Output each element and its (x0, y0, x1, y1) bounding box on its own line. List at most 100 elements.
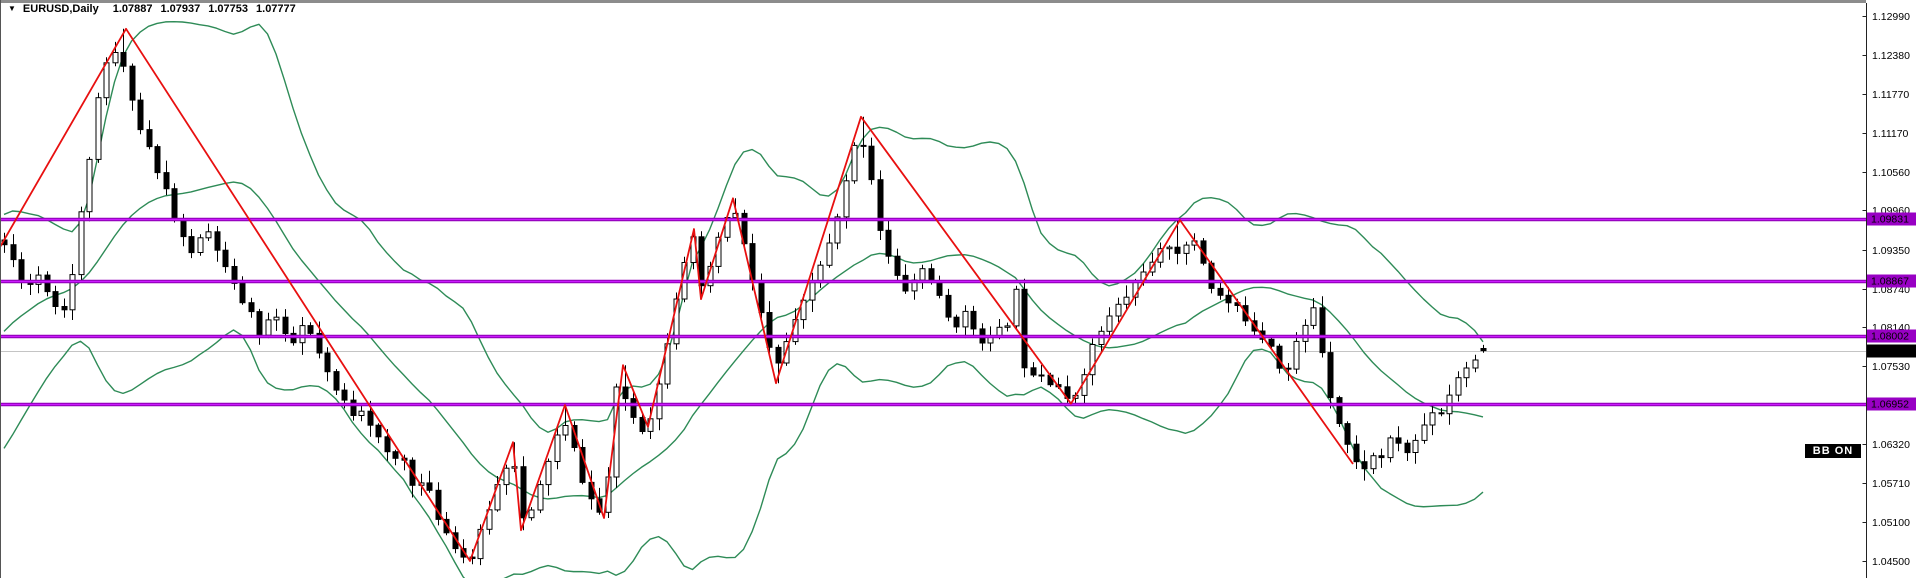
bear-candle-body (282, 316, 289, 335)
bear-candle-body (341, 389, 348, 401)
bear-candle-body (188, 236, 195, 254)
bull-candle-body (919, 268, 926, 281)
bull-candle-body (562, 425, 569, 436)
bull-candle-body (299, 325, 306, 344)
bear-candle-body (248, 302, 255, 313)
bear-candle-body (61, 306, 68, 311)
price-tick-label: 1.05100 (1872, 517, 1910, 529)
bull-candle-body (1429, 412, 1436, 426)
bear-candle-body (868, 145, 875, 181)
bull-candle-body (996, 326, 1003, 337)
bear-candle-body (469, 556, 476, 559)
window-left-border (0, 0, 1, 578)
bear-candle-body (902, 274, 909, 292)
price-level-badge (1867, 212, 1916, 226)
bull-candle-body (656, 383, 663, 420)
bull-candle-body (1310, 307, 1317, 326)
bear-candle-body (256, 311, 263, 336)
bear-candle-body (452, 532, 459, 550)
zigzag-line (0, 27, 1354, 562)
bear-candle-body (120, 52, 127, 67)
bear-candle-body (766, 312, 773, 348)
quote-high-value: 1.07937 (160, 3, 201, 15)
bollinger-middle-band (3, 181, 1484, 500)
bull-candle-body (1387, 437, 1394, 459)
price-level-badge (1867, 274, 1916, 288)
bull-candle-body (834, 216, 841, 244)
bear-candle-body (333, 371, 340, 391)
bull-candle-body (537, 484, 544, 511)
bear-candle-body (970, 310, 977, 330)
bear-candle-body (775, 346, 782, 364)
bull-candle-body (358, 410, 365, 417)
bb-on-badge[interactable]: BB ON (1805, 444, 1861, 458)
bull-candle-body (265, 319, 272, 336)
bull-candle-body (69, 274, 76, 311)
bear-candle-body (44, 274, 51, 293)
bear-candle-body (18, 259, 25, 282)
price-tick-label: 1.10560 (1872, 167, 1910, 179)
bear-candle-body (1038, 374, 1045, 377)
price-tick-label: 1.12380 (1872, 50, 1910, 62)
bull-candle-body (1455, 377, 1462, 396)
bear-candle-body (928, 268, 935, 283)
bear-candle-body (1404, 442, 1411, 454)
symbol-dropdown-icon[interactable]: ▼ (8, 4, 16, 13)
bear-candle-body (375, 424, 382, 438)
price-tick-label: 1.04500 (1872, 556, 1910, 568)
bull-candle-body (197, 237, 204, 254)
bear-candle-body (180, 219, 187, 238)
price-tick-label: 1.06320 (1872, 439, 1910, 451)
bear-candle-body (1395, 437, 1402, 444)
current-price-badge-label: 1.07777 (1871, 346, 1909, 358)
bull-candle-body (673, 298, 680, 345)
bear-candle-body (894, 255, 901, 276)
price-level-badge-label: 1.08867 (1871, 276, 1909, 288)
bear-candle-body (877, 179, 884, 231)
price-level-badge (1867, 329, 1916, 343)
bear-candle-body (1030, 367, 1037, 376)
bear-candle-body (1480, 348, 1487, 352)
bull-candle-body (1463, 367, 1470, 379)
symbol-timeframe-label: EURUSD,Daily (22, 3, 99, 15)
bear-candle-body (1319, 307, 1326, 354)
bear-candle-body (163, 172, 170, 190)
bull-candle-body (962, 310, 969, 328)
bull-candle-body (1123, 296, 1130, 305)
bull-candle-body (1089, 344, 1096, 376)
bull-candle-body (1370, 455, 1377, 470)
bull-candle-body (1166, 246, 1173, 250)
bull-candle-body (826, 242, 833, 266)
bull-candle-body (1293, 340, 1300, 370)
bear-candle-body (129, 65, 136, 101)
price-tick-label: 1.11170 (1872, 128, 1909, 140)
bear-candle-body (426, 482, 433, 491)
bull-candle-body (809, 282, 816, 301)
bull-candle-body (486, 509, 493, 530)
bull-candle-body (1421, 424, 1428, 441)
bull-candle-body (78, 211, 85, 276)
bear-candle-body (945, 294, 952, 318)
bear-candle-body (741, 212, 748, 245)
bear-candle-body (350, 399, 357, 417)
bull-candle-body (1013, 288, 1020, 327)
bear-candle-body (384, 436, 391, 453)
bear-candle-body (146, 129, 153, 148)
bear-candle-body (307, 325, 314, 334)
window-top-border (0, 0, 1866, 3)
bull-candle-body (35, 274, 42, 285)
bear-candle-body (239, 282, 246, 304)
bear-candle-body (392, 451, 399, 459)
bull-candle-body (1472, 359, 1479, 369)
bear-candle-body (639, 417, 646, 432)
price-tick-label: 1.05710 (1872, 478, 1910, 490)
bull-candle-body (1115, 303, 1122, 317)
bull-candle-body (800, 299, 807, 321)
bull-candle-body (851, 144, 858, 182)
bull-candle-body (86, 158, 93, 213)
bear-candle-body (316, 332, 323, 354)
bear-candle-body (1021, 288, 1028, 369)
bear-candle-body (1336, 397, 1343, 425)
